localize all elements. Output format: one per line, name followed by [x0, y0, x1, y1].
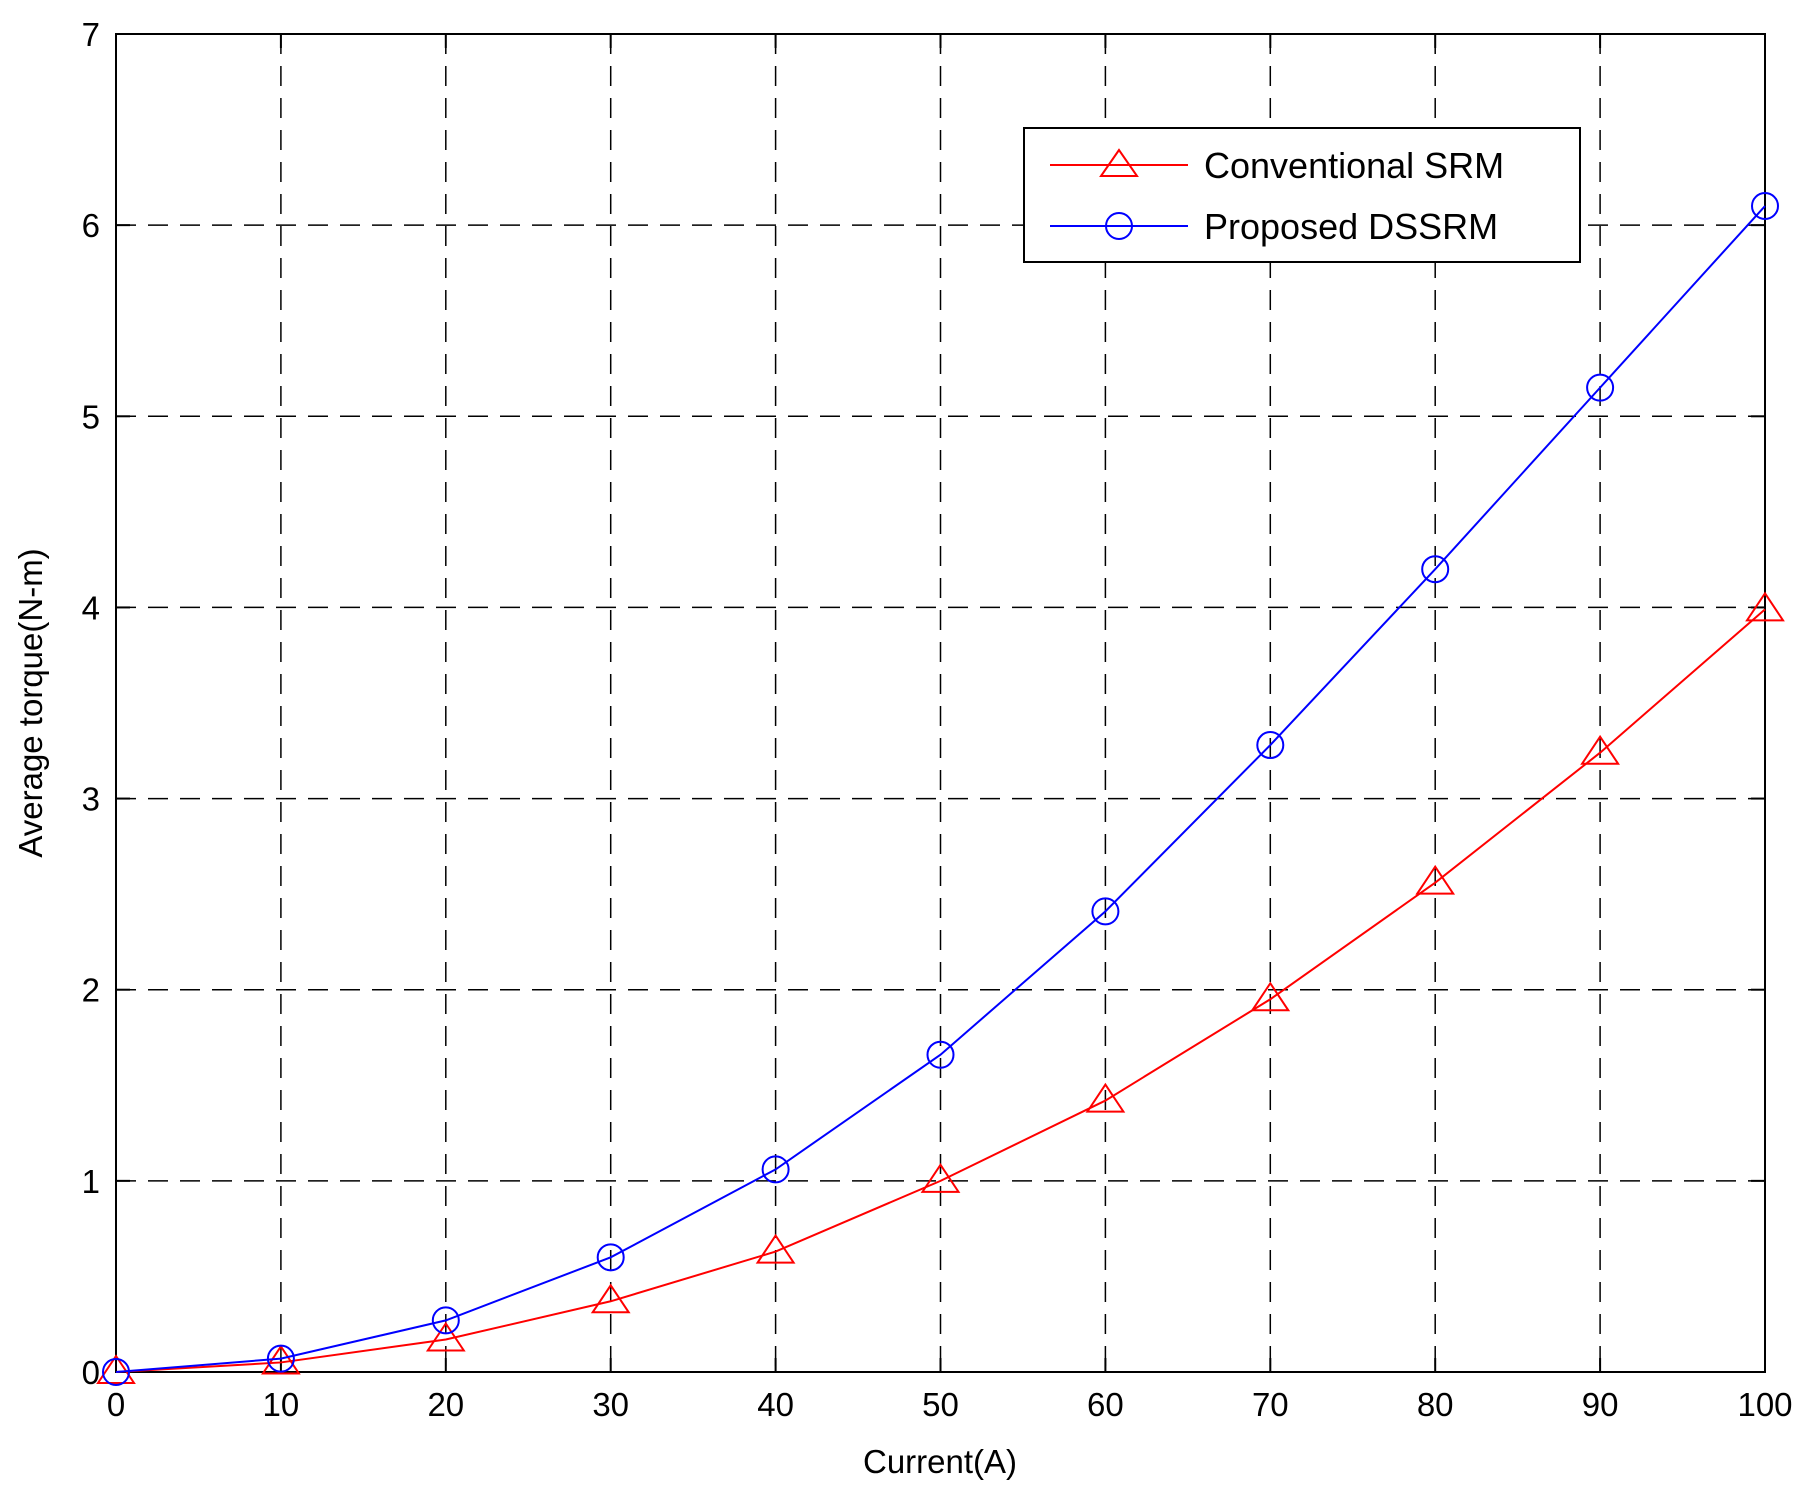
data-point-proposed-dssrm: [1256, 731, 1285, 760]
x-tick-label: 60: [1087, 1386, 1124, 1423]
y-tick-label: 7: [82, 16, 100, 53]
legend-label-proposed-dssrm: Proposed DSSRM: [1204, 206, 1498, 247]
series-line-conventional-srm: [115, 608, 1766, 1373]
axis-ticks: 0 10 20 30 40 50 60 70 80 90 100 0 1 2 3 4 5 6 7: [82, 16, 1793, 1423]
data-point-proposed-dssrm: [431, 1306, 460, 1335]
data-point-proposed-dssrm: [761, 1155, 790, 1184]
data-point-conventional-srm: [425, 1321, 466, 1352]
x-tick-label: 0: [107, 1386, 125, 1423]
x-tick-label: 20: [427, 1386, 464, 1423]
data-point-conventional-srm: [1745, 591, 1785, 622]
x-tick-label: 70: [1252, 1386, 1289, 1423]
data-point-conventional-srm: [920, 1163, 961, 1193]
y-tick-label: 6: [82, 207, 100, 244]
x-tick-label: 50: [922, 1386, 959, 1423]
data-point-conventional-srm: [96, 1354, 136, 1384]
x-tick-label: 100: [1737, 1386, 1792, 1423]
data-point-proposed-dssrm: [596, 1243, 625, 1272]
data-point-proposed-dssrm: [1421, 555, 1450, 584]
data-point-conventional-srm: [1250, 981, 1291, 1012]
x-tick-label: 90: [1582, 1386, 1619, 1423]
y-tick-label: 4: [82, 589, 100, 626]
data-point-proposed-dssrm: [102, 1358, 130, 1386]
data-point-proposed-dssrm: [1586, 373, 1615, 402]
x-tick-label: 80: [1417, 1386, 1454, 1423]
x-tick-label: 40: [757, 1386, 794, 1423]
data-point-conventional-srm: [590, 1283, 631, 1314]
data-point-conventional-srm: [1580, 734, 1620, 765]
y-tick-label: 5: [82, 398, 100, 435]
y-axis-title: Average torque(N-m): [12, 548, 49, 857]
data-point-conventional-srm: [1085, 1082, 1126, 1113]
y-tick-label: 1: [82, 1163, 100, 1200]
legend: Conventional SRM Proposed DSSRM: [1023, 127, 1581, 263]
y-tick-label: 0: [82, 1354, 100, 1391]
legend-label-conventional-srm: Conventional SRM: [1204, 145, 1504, 186]
series-line-proposed-dssrm: [115, 205, 1766, 1373]
y-tick-label: 3: [82, 781, 100, 818]
series-group: [96, 192, 1785, 1386]
x-tick-label: 30: [592, 1386, 629, 1423]
data-point-proposed-dssrm: [266, 1344, 295, 1373]
x-tick-label: 10: [263, 1386, 300, 1423]
data-point-proposed-dssrm: [1091, 897, 1120, 926]
x-axis-title: Current(A): [863, 1443, 1017, 1480]
data-point-proposed-dssrm: [1751, 192, 1779, 221]
legend-marker-conventional-srm: [1099, 148, 1139, 177]
y-tick-label: 2: [82, 972, 100, 1009]
data-point-conventional-srm: [1415, 864, 1456, 895]
legend-marker-proposed-dssrm: [1105, 212, 1133, 240]
data-point-proposed-dssrm: [926, 1040, 955, 1069]
data-point-conventional-srm: [755, 1233, 796, 1264]
grid-lines: [116, 34, 1765, 1372]
